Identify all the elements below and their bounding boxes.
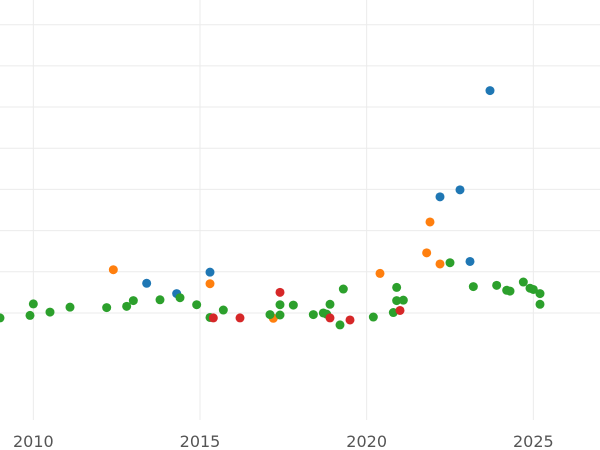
data-point-green (392, 282, 402, 292)
data-point-red (325, 313, 335, 323)
data-point-orange (375, 268, 385, 278)
data-point-green (468, 282, 478, 292)
data-point-green (445, 258, 455, 268)
data-points (0, 86, 545, 330)
data-point-green (265, 310, 275, 320)
data-point-green (338, 284, 348, 294)
data-point-red (208, 313, 218, 323)
data-point-green (128, 296, 138, 306)
data-point-green (308, 310, 318, 320)
data-point-green (535, 299, 545, 309)
data-point-blue (465, 256, 475, 266)
data-point-orange (108, 265, 118, 275)
data-point-orange (205, 279, 215, 289)
data-point-green (492, 280, 502, 290)
data-point-green (392, 296, 402, 306)
data-point-orange (435, 259, 445, 269)
data-point-green (175, 293, 185, 303)
data-point-orange (422, 248, 432, 258)
data-point-orange (425, 217, 435, 227)
data-point-green (275, 300, 285, 310)
data-point-green (65, 302, 75, 312)
data-point-blue (205, 267, 215, 277)
data-point-green (102, 303, 112, 313)
data-point-red (235, 313, 245, 323)
data-point-green (518, 277, 528, 287)
data-point-green (192, 300, 202, 310)
x-tick-label: 2010 (13, 432, 54, 450)
data-point-green (335, 320, 345, 330)
data-point-red (275, 287, 285, 297)
data-point-green (325, 299, 335, 309)
data-point-green (25, 310, 35, 320)
data-point-green (0, 313, 5, 323)
x-tick-label: 2015 (180, 432, 221, 450)
data-point-green (288, 300, 298, 310)
data-point-green (45, 307, 55, 317)
x-axis-ticks: 2010 2015 2020 2025 (13, 432, 554, 450)
data-point-green (155, 295, 165, 305)
data-point-green (122, 301, 132, 311)
x-tick-label: 2020 (346, 432, 387, 450)
data-point-green (368, 312, 378, 322)
grid (0, 0, 600, 420)
data-point-red (345, 315, 355, 325)
data-point-red (395, 305, 405, 315)
data-point-blue (435, 192, 445, 202)
data-point-green (28, 299, 38, 309)
data-point-green (528, 284, 538, 294)
data-point-green (218, 305, 228, 315)
x-tick-label: 2025 (513, 432, 554, 450)
data-point-blue (455, 185, 465, 195)
data-point-blue (485, 86, 495, 96)
data-point-blue (142, 278, 152, 288)
data-point-green (398, 295, 408, 305)
data-point-green (535, 289, 545, 299)
data-point-green (505, 286, 515, 296)
data-point-green (275, 310, 285, 320)
